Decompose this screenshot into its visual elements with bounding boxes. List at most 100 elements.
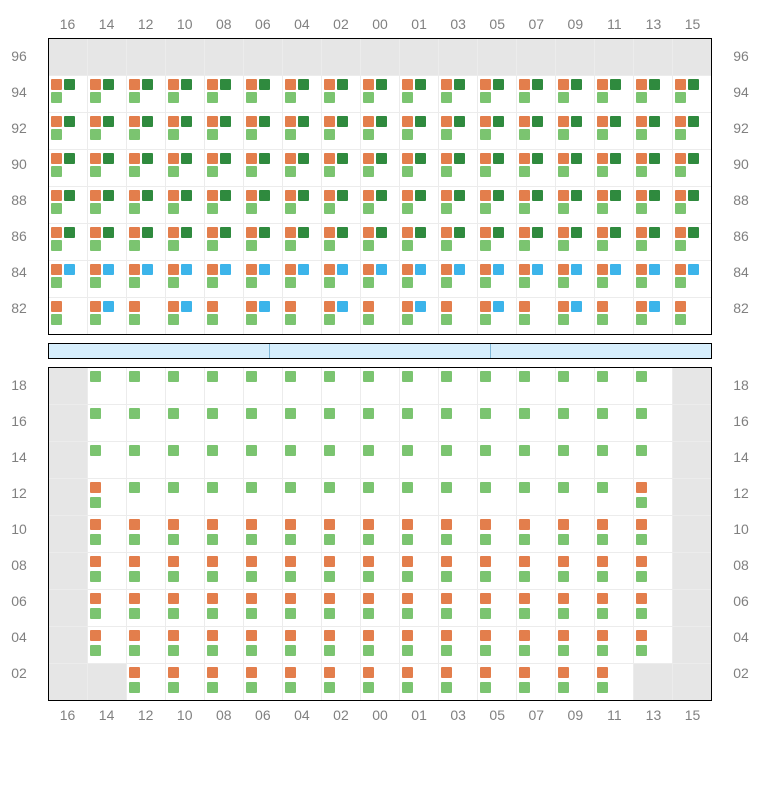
seat-square[interactable] bbox=[363, 482, 374, 493]
seat-square[interactable] bbox=[402, 608, 413, 619]
seat-square[interactable] bbox=[571, 116, 582, 127]
seat-square[interactable] bbox=[441, 203, 452, 214]
seat-square[interactable] bbox=[363, 227, 374, 238]
seat-square[interactable] bbox=[636, 371, 647, 382]
seat-square[interactable] bbox=[51, 116, 62, 127]
seat-square[interactable] bbox=[402, 482, 413, 493]
seat-square[interactable] bbox=[168, 153, 179, 164]
seat-square[interactable] bbox=[675, 277, 686, 288]
seat-square[interactable] bbox=[441, 129, 452, 140]
seat-square[interactable] bbox=[610, 116, 621, 127]
seat-square[interactable] bbox=[298, 79, 309, 90]
seat-square[interactable] bbox=[636, 314, 647, 325]
seat-square[interactable] bbox=[168, 116, 179, 127]
seat-square[interactable] bbox=[142, 116, 153, 127]
seat-square[interactable] bbox=[363, 630, 374, 641]
seat-square[interactable] bbox=[207, 556, 218, 567]
seat-square[interactable] bbox=[181, 116, 192, 127]
seat-square[interactable] bbox=[324, 608, 335, 619]
seat-square[interactable] bbox=[597, 264, 608, 275]
seat-square[interactable] bbox=[90, 227, 101, 238]
seat-square[interactable] bbox=[597, 556, 608, 567]
seat-square[interactable] bbox=[363, 166, 374, 177]
seat-square[interactable] bbox=[90, 301, 101, 312]
seat-square[interactable] bbox=[402, 129, 413, 140]
seat-square[interactable] bbox=[64, 153, 75, 164]
seat-square[interactable] bbox=[168, 556, 179, 567]
seat-square[interactable] bbox=[636, 92, 647, 103]
seat-square[interactable] bbox=[519, 630, 530, 641]
seat-square[interactable] bbox=[246, 593, 257, 604]
seat-square[interactable] bbox=[558, 556, 569, 567]
seat-square[interactable] bbox=[246, 92, 257, 103]
seat-square[interactable] bbox=[285, 79, 296, 90]
seat-square[interactable] bbox=[129, 92, 140, 103]
seat-square[interactable] bbox=[324, 556, 335, 567]
seat-square[interactable] bbox=[636, 645, 647, 656]
seat-square[interactable] bbox=[597, 630, 608, 641]
seat-square[interactable] bbox=[51, 314, 62, 325]
seat-square[interactable] bbox=[51, 79, 62, 90]
seat-square[interactable] bbox=[675, 227, 686, 238]
seat-square[interactable] bbox=[90, 264, 101, 275]
seat-square[interactable] bbox=[558, 534, 569, 545]
seat-square[interactable] bbox=[441, 314, 452, 325]
seat-square[interactable] bbox=[168, 667, 179, 678]
seat-square[interactable] bbox=[649, 153, 660, 164]
seat-square[interactable] bbox=[298, 190, 309, 201]
seat-square[interactable] bbox=[207, 277, 218, 288]
seat-square[interactable] bbox=[480, 630, 491, 641]
seat-square[interactable] bbox=[207, 92, 218, 103]
seat-square[interactable] bbox=[454, 227, 465, 238]
seat-square[interactable] bbox=[64, 116, 75, 127]
seat-square[interactable] bbox=[415, 264, 426, 275]
seat-square[interactable] bbox=[402, 301, 413, 312]
seat-square[interactable] bbox=[285, 556, 296, 567]
seat-square[interactable] bbox=[636, 116, 647, 127]
seat-square[interactable] bbox=[207, 129, 218, 140]
seat-square[interactable] bbox=[103, 153, 114, 164]
seat-square[interactable] bbox=[363, 534, 374, 545]
seat-square[interactable] bbox=[168, 608, 179, 619]
seat-square[interactable] bbox=[610, 264, 621, 275]
seat-square[interactable] bbox=[129, 645, 140, 656]
seat-square[interactable] bbox=[51, 92, 62, 103]
seat-square[interactable] bbox=[636, 203, 647, 214]
seat-square[interactable] bbox=[220, 116, 231, 127]
seat-square[interactable] bbox=[532, 153, 543, 164]
seat-square[interactable] bbox=[376, 79, 387, 90]
seat-square[interactable] bbox=[636, 571, 647, 582]
seat-square[interactable] bbox=[441, 153, 452, 164]
seat-square[interactable] bbox=[129, 630, 140, 641]
seat-square[interactable] bbox=[324, 667, 335, 678]
seat-square[interactable] bbox=[597, 190, 608, 201]
seat-square[interactable] bbox=[51, 129, 62, 140]
seat-square[interactable] bbox=[519, 408, 530, 419]
seat-square[interactable] bbox=[129, 153, 140, 164]
seat-square[interactable] bbox=[597, 371, 608, 382]
seat-square[interactable] bbox=[558, 608, 569, 619]
seat-square[interactable] bbox=[220, 227, 231, 238]
seat-square[interactable] bbox=[597, 608, 608, 619]
seat-square[interactable] bbox=[636, 129, 647, 140]
seat-square[interactable] bbox=[168, 227, 179, 238]
seat-square[interactable] bbox=[363, 556, 374, 567]
seat-square[interactable] bbox=[532, 227, 543, 238]
seat-square[interactable] bbox=[129, 314, 140, 325]
seat-square[interactable] bbox=[558, 482, 569, 493]
seat-square[interactable] bbox=[402, 445, 413, 456]
seat-square[interactable] bbox=[285, 445, 296, 456]
seat-square[interactable] bbox=[688, 79, 699, 90]
seat-square[interactable] bbox=[129, 667, 140, 678]
seat-square[interactable] bbox=[480, 79, 491, 90]
seat-square[interactable] bbox=[220, 79, 231, 90]
seat-square[interactable] bbox=[129, 240, 140, 251]
seat-square[interactable] bbox=[168, 630, 179, 641]
seat-square[interactable] bbox=[558, 630, 569, 641]
seat-square[interactable] bbox=[649, 227, 660, 238]
seat-square[interactable] bbox=[246, 534, 257, 545]
seat-square[interactable] bbox=[90, 519, 101, 530]
seat-square[interactable] bbox=[220, 153, 231, 164]
seat-square[interactable] bbox=[168, 301, 179, 312]
seat-square[interactable] bbox=[558, 667, 569, 678]
